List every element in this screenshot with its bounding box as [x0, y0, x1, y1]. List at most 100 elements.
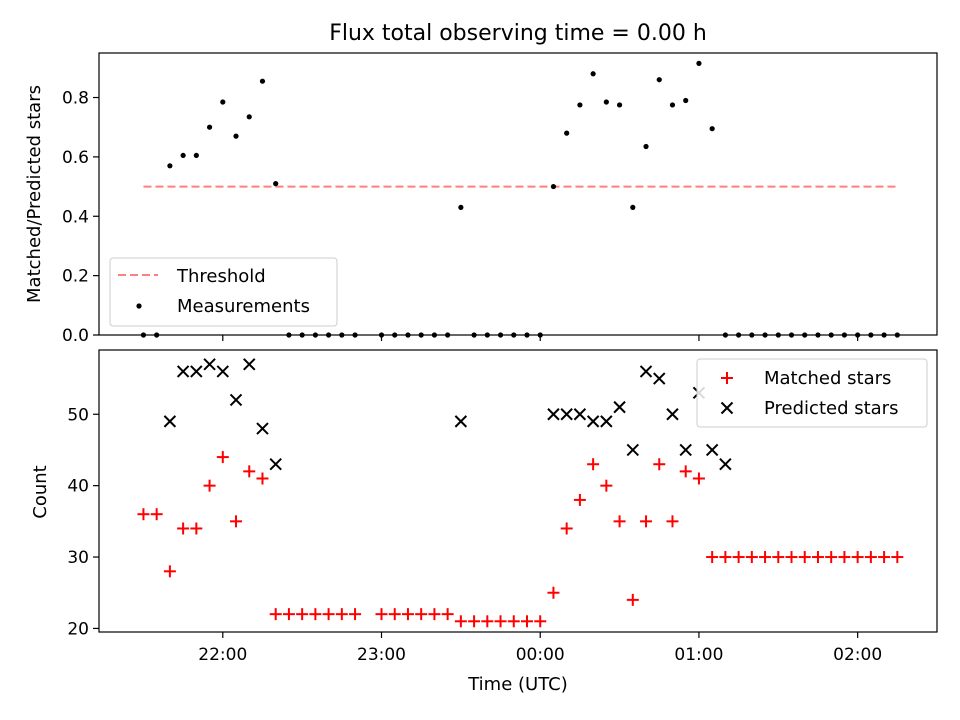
predicted-stars-point: [573, 408, 587, 421]
predicted-stars-point: [163, 415, 177, 428]
matched-stars-point: [811, 551, 824, 564]
legend-predicted-label: Predicted stars: [764, 398, 898, 419]
matched-stars-point: [587, 458, 600, 471]
ratio-legend-box: [109, 257, 338, 327]
count-chart: Count Time (UTC) 20 30 40 50 22:00 23:00 00:0…: [30, 349, 938, 695]
matched-stars-point: [878, 551, 891, 564]
matched-stars-point: [441, 608, 454, 621]
matched-stars-point: [798, 551, 811, 564]
measurement-point: [696, 60, 702, 66]
count-x-tick-label: 22:00: [198, 645, 247, 665]
predicted-stars-point: [190, 365, 203, 378]
predicted-stars-point: [176, 365, 190, 378]
matched-stars-point: [759, 551, 772, 564]
matched-stars-point: [534, 615, 547, 628]
matched-stars-point: [560, 522, 573, 535]
measurement-point: [220, 99, 226, 105]
matched-stars-point: [190, 522, 203, 535]
measurement-point: [458, 204, 464, 210]
measurement-point: [643, 143, 649, 150]
matched-stars-point: [626, 593, 639, 606]
measurement-point: [233, 133, 239, 139]
predicted-stars-point: [256, 422, 269, 435]
ratio-legend: Threshold Measurements: [109, 257, 338, 327]
legend-predicted-swatch: [720, 401, 734, 415]
matched-stars-point: [613, 515, 626, 528]
ratio-y-tick-label: 0.0: [62, 326, 89, 346]
predicted-stars-point: [653, 372, 666, 385]
matched-stars-point: [520, 615, 533, 628]
matched-stars-point: [349, 608, 362, 621]
measurement-point: [259, 78, 266, 84]
matched-stars-point: [335, 608, 348, 621]
matched-stars-point: [401, 608, 414, 621]
count-y-axis-label: Count: [30, 465, 51, 518]
matched-stars-point: [600, 479, 613, 492]
predicted-stars-point: [454, 415, 468, 428]
predicted-stars-point: [600, 415, 613, 428]
measurement-point: [656, 77, 662, 83]
count-legend: Matched stars Predicted stars: [696, 358, 928, 428]
matched-stars-point: [216, 451, 229, 464]
matched-stars-point: [177, 522, 190, 535]
matched-stars-point: [679, 465, 692, 478]
measurement-point: [167, 163, 173, 169]
predicted-stars-point: [560, 408, 573, 421]
measurement-point: [180, 152, 186, 159]
predicted-stars-point: [639, 365, 653, 378]
measurement-point: [246, 114, 252, 120]
matched-stars-point: [706, 551, 719, 564]
measurement-point: [669, 102, 676, 108]
measurement-point: [683, 97, 689, 104]
ratio-y-tick-label: 0.6: [62, 148, 89, 168]
count-y-tick-label: 40: [67, 477, 89, 497]
count-y-ticks: 20 30 40 50: [67, 405, 99, 639]
measurement-point: [550, 183, 557, 190]
matched-stars-point: [666, 515, 679, 528]
ratio-y-tick-label: 0.2: [62, 267, 89, 287]
ratio-y-axis-label: Matched/Predicted stars: [24, 85, 45, 303]
legend-threshold-label: Threshold: [176, 266, 266, 287]
count-x-ticks: 22:00 23:00 00:00 01:00 02:00: [198, 632, 882, 665]
legend-measurements-label: Measurements: [177, 296, 310, 317]
predicted-stars-point: [719, 458, 732, 471]
matched-stars-point: [640, 515, 653, 528]
matched-stars-point: [653, 458, 666, 471]
matched-stars-point: [507, 615, 520, 628]
count-series: [137, 358, 904, 628]
count-plot-frame: [98, 349, 938, 633]
count-x-tick-label: 23:00: [357, 645, 406, 665]
matched-stars-point: [745, 551, 758, 564]
measurement-point: [603, 99, 609, 105]
matched-stars-point: [719, 551, 732, 564]
measurement-point: [193, 152, 199, 159]
ratio-y-tick-label: 0.4: [62, 207, 89, 227]
matched-stars-point: [163, 565, 176, 578]
ratio-y-ticks: 0.0 0.2 0.4 0.6 0.8: [62, 89, 99, 346]
matched-stars-point: [547, 586, 560, 599]
count-legend-box: [696, 358, 928, 428]
predicted-stars-point: [547, 408, 560, 421]
matched-stars-point: [309, 608, 322, 621]
matched-stars-point: [388, 608, 401, 621]
measurement-point: [206, 124, 213, 130]
count-y-tick-label: 50: [67, 405, 89, 425]
measurement-point: [630, 204, 636, 210]
predicted-stars-point: [666, 408, 679, 421]
matched-stars-point: [692, 472, 705, 485]
matched-stars-point: [428, 608, 441, 621]
matched-stars-point: [230, 515, 243, 528]
legend-matched-label: Matched stars: [764, 368, 891, 389]
matched-stars-point: [785, 551, 798, 564]
matched-stars-point: [573, 493, 586, 506]
matched-stars-point: [269, 608, 282, 621]
ratio-plot-frame: [98, 52, 938, 336]
predicted-stars-point: [705, 443, 719, 457]
matched-stars-point: [203, 479, 216, 492]
matched-stars-point: [296, 608, 309, 621]
predicted-stars-point: [626, 443, 640, 457]
matched-stars-point: [468, 615, 481, 628]
predicted-stars-point: [203, 358, 216, 371]
matched-stars-point: [415, 608, 428, 621]
predicted-stars-point: [243, 358, 256, 371]
